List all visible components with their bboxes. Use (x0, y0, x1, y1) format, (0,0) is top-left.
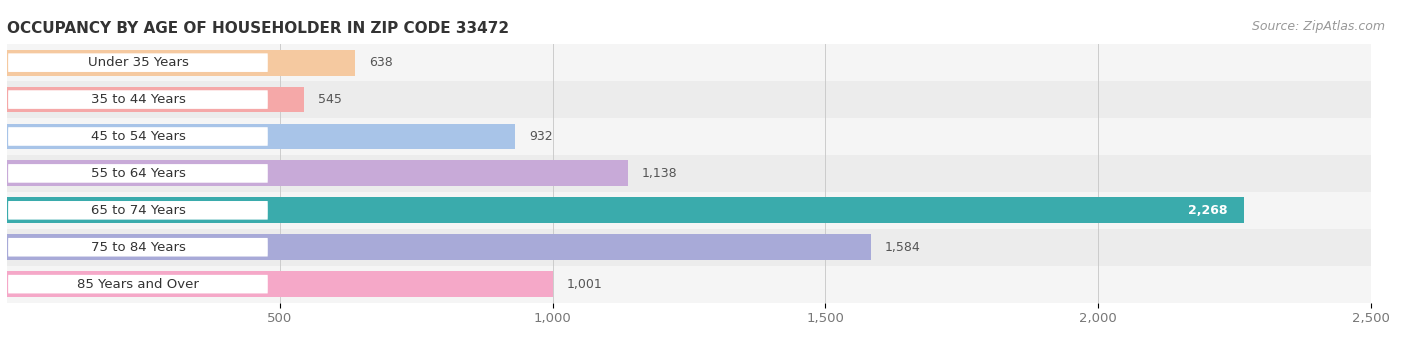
Bar (7, 271, 553, 297)
Text: 65 to 74 Years: 65 to 74 Years (90, 204, 186, 217)
Text: Source: ZipAtlas.com: Source: ZipAtlas.com (1251, 20, 1385, 33)
Text: Under 35 Years: Under 35 Years (87, 56, 188, 69)
FancyBboxPatch shape (8, 53, 267, 72)
Bar (7, 234, 872, 260)
Bar (7, 229, 1371, 266)
Text: 545: 545 (318, 93, 342, 106)
Text: 85 Years and Over: 85 Years and Over (77, 278, 198, 291)
Bar (7, 123, 516, 149)
Text: OCCUPANCY BY AGE OF HOUSEHOLDER IN ZIP CODE 33472: OCCUPANCY BY AGE OF HOUSEHOLDER IN ZIP C… (7, 21, 509, 36)
Text: 2,268: 2,268 (1188, 204, 1227, 217)
Bar (7, 266, 1371, 303)
FancyBboxPatch shape (8, 90, 267, 109)
Bar (7, 87, 304, 113)
FancyBboxPatch shape (8, 275, 267, 293)
Bar (7, 50, 356, 75)
FancyBboxPatch shape (8, 164, 267, 183)
Text: 1,584: 1,584 (884, 241, 921, 254)
Bar (7, 81, 1371, 118)
FancyBboxPatch shape (8, 238, 267, 257)
Text: 75 to 84 Years: 75 to 84 Years (90, 241, 186, 254)
Text: 932: 932 (529, 130, 553, 143)
FancyBboxPatch shape (8, 127, 267, 146)
Text: 45 to 54 Years: 45 to 54 Years (90, 130, 186, 143)
Bar (7, 198, 1244, 223)
Text: 55 to 64 Years: 55 to 64 Years (90, 167, 186, 180)
Text: 1,001: 1,001 (567, 278, 603, 291)
Bar (7, 155, 1371, 192)
Text: 638: 638 (368, 56, 392, 69)
Bar (7, 118, 1371, 155)
Bar (7, 160, 628, 186)
Bar (7, 192, 1371, 229)
Bar (7, 44, 1371, 81)
FancyBboxPatch shape (8, 201, 267, 220)
Text: 1,138: 1,138 (641, 167, 678, 180)
Text: 35 to 44 Years: 35 to 44 Years (90, 93, 186, 106)
